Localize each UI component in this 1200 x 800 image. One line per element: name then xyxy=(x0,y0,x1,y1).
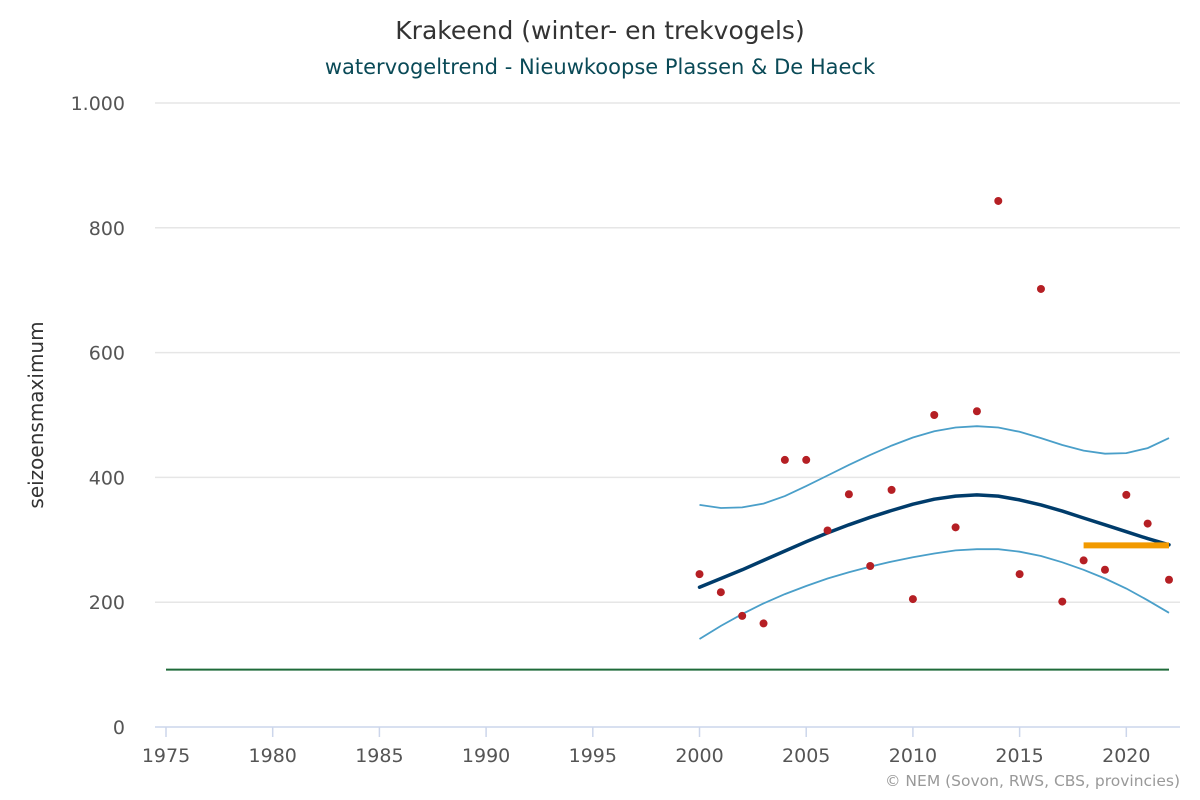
x-tick-label: 2005 xyxy=(782,745,830,767)
data-point xyxy=(866,562,875,571)
y-tick-label: 400 xyxy=(89,467,125,489)
upper-confidence-line xyxy=(699,425,1170,509)
data-point xyxy=(1165,575,1173,584)
data-point xyxy=(759,619,768,628)
data-point xyxy=(1143,519,1152,528)
data-point xyxy=(823,526,832,535)
data-point xyxy=(1036,284,1045,293)
x-tick-label: 2000 xyxy=(675,745,723,767)
x-axis: 1975 1980 1985 1990 1995 2000 2005 2010 2015 2020 xyxy=(142,726,1180,767)
y-tick-label: 600 xyxy=(89,343,125,365)
y-axis: 0 200 400 600 800 1.000 xyxy=(71,93,125,739)
data-point xyxy=(844,490,853,499)
gridlines xyxy=(155,102,1180,603)
data-point xyxy=(1122,490,1131,499)
chart-title: Krakeend (winter- en trekvogels) xyxy=(395,16,805,45)
data-point xyxy=(1058,597,1067,606)
data-point xyxy=(695,570,704,579)
x-tick-label: 1995 xyxy=(569,745,617,767)
data-point xyxy=(1015,570,1024,579)
y-tick-label: 200 xyxy=(89,592,125,614)
data-point xyxy=(994,196,1003,205)
data-point xyxy=(972,407,981,416)
x-tick-label: 2020 xyxy=(1102,745,1150,767)
data-point xyxy=(1079,556,1088,565)
x-tick-label: 1975 xyxy=(142,745,190,767)
y-tick-label: 800 xyxy=(89,218,125,240)
x-tick-label: 1990 xyxy=(462,745,510,767)
data-point xyxy=(951,523,960,532)
trend-line xyxy=(697,493,1171,589)
x-tick-label: 1980 xyxy=(249,745,297,767)
x-tick-label: 2015 xyxy=(995,745,1043,767)
lower-confidence-line xyxy=(699,548,1170,640)
chart-subtitle: watervogeltrend - Nieuwkoopse Plassen & … xyxy=(324,55,876,79)
x-tick-label: 1985 xyxy=(355,745,403,767)
credits-link[interactable]: © NEM (Sovon, RWS, CBS, provincies) xyxy=(885,772,1180,790)
data-point xyxy=(716,588,725,597)
data-point xyxy=(780,455,789,464)
data-point xyxy=(908,595,917,604)
series xyxy=(166,196,1173,671)
data-point xyxy=(738,611,747,620)
data-point xyxy=(887,485,896,494)
y-tick-label: 1.000 xyxy=(71,93,125,115)
x-tick-label: 2010 xyxy=(889,745,937,767)
data-point xyxy=(802,455,811,464)
data-point xyxy=(930,411,939,419)
y-tick-label: 0 xyxy=(113,717,125,739)
y-axis-label: seizoensmaximum xyxy=(24,321,48,508)
data-point xyxy=(1100,565,1109,574)
